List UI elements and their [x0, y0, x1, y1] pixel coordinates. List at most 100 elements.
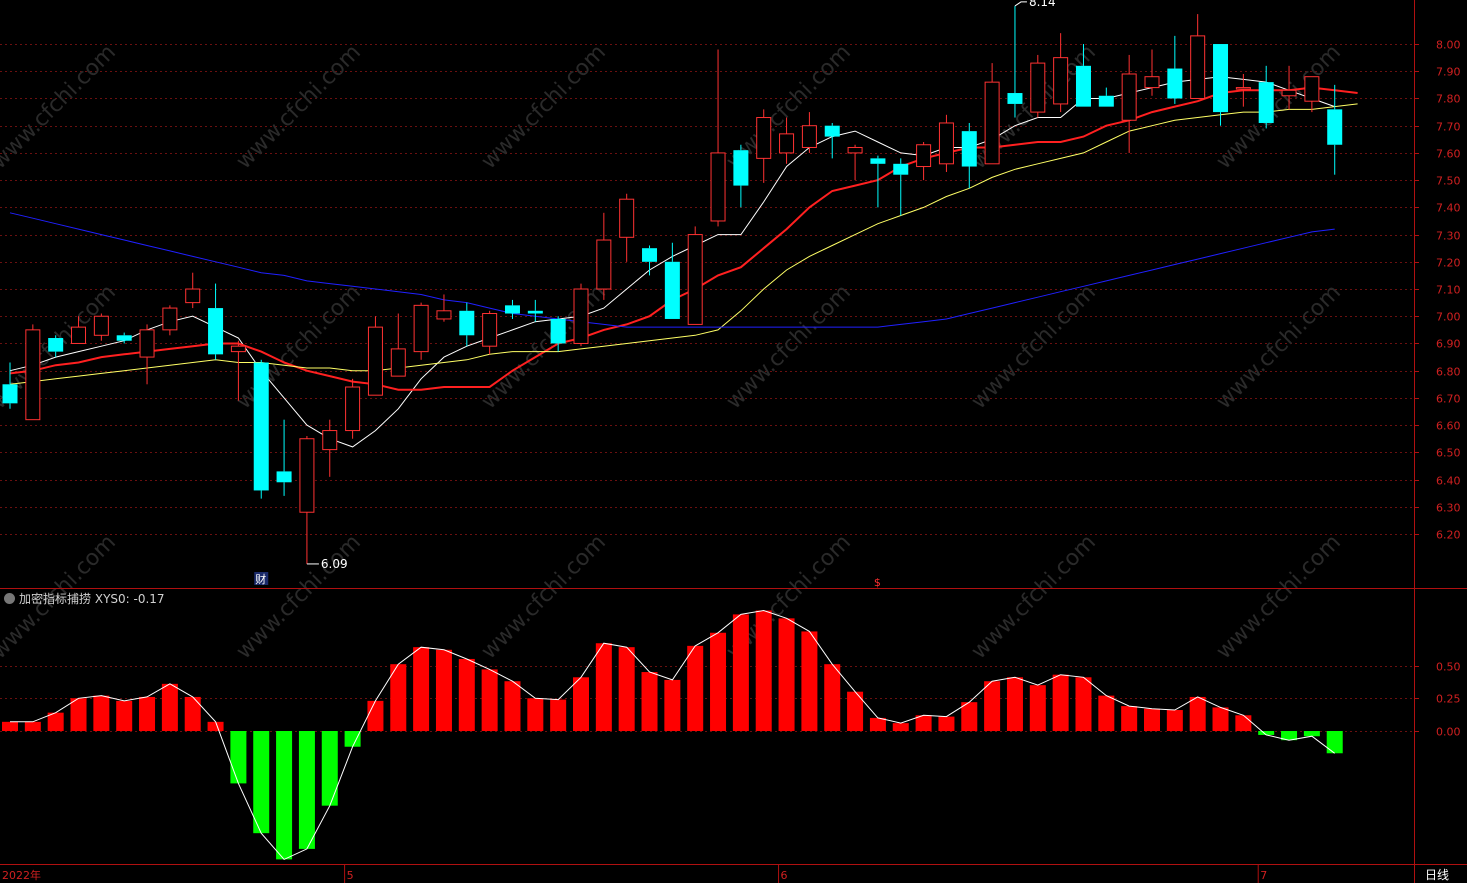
candle[interactable] [299, 436, 315, 564]
candle[interactable] [2, 362, 18, 409]
indicator-bar[interactable] [1326, 731, 1343, 754]
candle[interactable] [276, 419, 292, 496]
indicator-bar[interactable] [1121, 706, 1138, 731]
indicator-bar[interactable] [1098, 695, 1115, 731]
candle[interactable] [573, 283, 589, 347]
indicator-bar[interactable] [892, 723, 909, 731]
indicator-panel[interactable] [2, 609, 1343, 861]
indicator-bar[interactable] [276, 731, 293, 860]
indicator-bar[interactable] [664, 679, 681, 731]
indicator-bar[interactable] [618, 647, 635, 731]
candle[interactable] [596, 212, 612, 300]
indicator-bar[interactable] [710, 632, 727, 731]
indicator-bar[interactable] [687, 645, 704, 731]
indicator-bar[interactable] [801, 631, 818, 731]
candle[interactable] [664, 242, 680, 319]
candle[interactable] [253, 359, 269, 499]
candle[interactable] [1098, 87, 1114, 107]
indicator-bar[interactable] [641, 672, 658, 731]
indicator-bar[interactable] [1166, 710, 1183, 731]
indicator-bar[interactable] [230, 731, 247, 784]
indicator-bar[interactable] [595, 643, 612, 731]
candle[interactable] [619, 193, 635, 262]
candle[interactable] [1190, 14, 1206, 99]
indicator-bar[interactable] [755, 610, 772, 731]
indicator-bar[interactable] [1006, 677, 1023, 731]
indicator-bar[interactable] [344, 731, 361, 747]
indicator-bar[interactable] [1303, 731, 1320, 737]
candle[interactable] [1304, 76, 1320, 113]
candle[interactable] [893, 158, 909, 216]
candle[interactable] [779, 117, 795, 164]
candle[interactable] [367, 316, 383, 396]
indicator-bar[interactable] [390, 664, 407, 731]
candle[interactable] [390, 313, 406, 377]
indicator-bar[interactable] [2, 721, 18, 731]
candle[interactable] [139, 324, 155, 385]
indicator-bar[interactable] [116, 700, 133, 731]
candle[interactable] [1213, 44, 1229, 126]
indicator-bar[interactable] [1029, 685, 1046, 731]
candle[interactable] [1144, 49, 1160, 96]
candle[interactable] [801, 112, 817, 153]
candle[interactable] [961, 122, 977, 189]
indicator-bar[interactable] [413, 647, 430, 731]
indicator-bar[interactable] [253, 731, 270, 834]
candle[interactable] [527, 299, 543, 322]
candle[interactable] [1053, 33, 1069, 113]
candle[interactable] [413, 302, 429, 360]
indicator-bar[interactable] [573, 677, 589, 731]
candle[interactable] [162, 305, 178, 336]
indicator-bar[interactable] [847, 691, 864, 731]
indicator-bar[interactable] [139, 696, 156, 731]
indicator-bar[interactable] [24, 721, 41, 731]
candle[interactable] [687, 226, 703, 325]
candle[interactable] [1235, 73, 1251, 107]
candle[interactable] [984, 63, 1000, 165]
candle[interactable] [1167, 35, 1183, 104]
indicator-bar[interactable] [207, 721, 224, 731]
candle[interactable] [710, 49, 726, 227]
indicator-bar[interactable] [47, 712, 64, 731]
candle[interactable] [230, 340, 246, 401]
indicator-toggle-icon[interactable] [4, 593, 15, 604]
candles[interactable] [2, 5, 1343, 564]
indicator-bar[interactable] [1258, 731, 1275, 735]
indicator-bar[interactable] [869, 717, 886, 731]
candle[interactable] [1281, 65, 1297, 110]
candle[interactable] [916, 142, 932, 181]
candle[interactable] [322, 419, 338, 477]
candle[interactable] [93, 313, 109, 341]
candle[interactable] [48, 335, 64, 358]
candle[interactable] [482, 310, 498, 355]
indicator-bar[interactable] [1189, 696, 1206, 731]
candle[interactable] [1007, 5, 1023, 118]
indicator-bar[interactable] [1235, 715, 1252, 731]
candle[interactable] [185, 272, 201, 309]
indicator-bar[interactable] [824, 664, 841, 731]
indicator-bar[interactable] [550, 699, 567, 731]
indicator-bar[interactable] [915, 715, 932, 731]
indicator-bar[interactable] [1281, 731, 1298, 741]
indicator-bar[interactable] [984, 681, 1001, 731]
candle[interactable] [1327, 84, 1343, 175]
candle[interactable] [459, 302, 475, 347]
candle[interactable] [208, 283, 224, 360]
candle[interactable] [1075, 44, 1091, 107]
indicator-bar[interactable] [527, 698, 544, 731]
candle[interactable] [116, 332, 132, 344]
indicator-bar[interactable] [435, 649, 452, 731]
indicator-bar[interactable] [1144, 708, 1160, 731]
candle[interactable] [550, 316, 566, 352]
candle[interactable] [824, 122, 840, 159]
indicator-bar[interactable] [161, 683, 178, 731]
candle[interactable] [642, 245, 658, 276]
indicator-bar[interactable] [481, 669, 498, 731]
indicator-bar[interactable] [504, 681, 521, 731]
candle[interactable] [847, 144, 863, 181]
indicator-bar[interactable] [184, 696, 201, 731]
indicator-bar[interactable] [298, 731, 315, 849]
indicator-bar[interactable] [778, 618, 795, 731]
indicator-bar[interactable] [1052, 674, 1069, 731]
